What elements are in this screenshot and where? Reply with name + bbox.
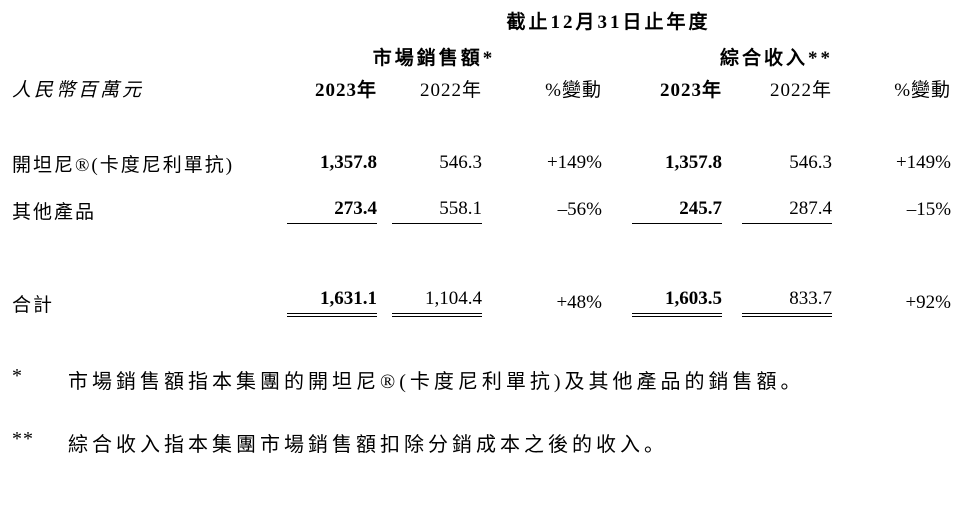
- table-row-total: 合計 1,631.1 1,104.4 +48% 1,603.5 833.7 +9…: [12, 270, 951, 321]
- footnote-text: 市場銷售額指本集團的開坦尼®(卡度尼利單抗)及其他產品的銷售額。: [68, 371, 805, 394]
- unit-label: 人民幣百萬元: [12, 79, 145, 101]
- cell-value: 1,603.5: [602, 270, 722, 321]
- cell-value: 287.4: [722, 182, 832, 230]
- col-header-market-change: %變動: [545, 79, 602, 101]
- cell-value: 273.4: [266, 182, 377, 230]
- footnote-text: 綜合收入指本集團市場銷售額扣除分銷成本之後的收入。: [68, 434, 668, 457]
- footnote-marker: *: [12, 365, 23, 388]
- footnote-comprehensive-income: ** 綜合收入指本集團市場銷售額扣除分銷成本之後的收入。: [12, 428, 951, 457]
- row-label: 其他產品: [12, 202, 97, 224]
- column-group-market-sales: 市場銷售額*: [372, 47, 496, 69]
- cell-value: 1,104.4: [377, 270, 482, 321]
- cell-value: +92%: [905, 292, 952, 314]
- spacer-row: [12, 110, 951, 136]
- footnotes-section: * 市場銷售額指本集團的開坦尼®(卡度尼利單抗)及其他產品的銷售額。 ** 綜合…: [12, 365, 951, 457]
- cell-value: 1,357.8: [320, 151, 377, 173]
- col-header-income-change: %變動: [894, 79, 952, 101]
- column-group-comprehensive-income: 綜合收入**: [720, 47, 834, 69]
- cell-value: +48%: [556, 292, 602, 314]
- spacer-row: [12, 230, 951, 270]
- cell-value: +149%: [546, 151, 602, 173]
- sales-revenue-table: 截止12月31日止年度 市場銷售額* 綜合收入** 人民幣百萬元 2023年 2…: [12, 12, 951, 321]
- col-header-market-2023: 2023年: [314, 79, 377, 101]
- col-header-income-2023: 2023年: [659, 79, 722, 101]
- row-label: 開坦尼®(卡度尼利單抗): [12, 154, 235, 176]
- cell-value: 558.1: [377, 182, 482, 230]
- cell-value: +149%: [895, 151, 952, 173]
- column-group-row: 市場銷售額* 綜合收入**: [12, 48, 951, 80]
- column-header-row: 人民幣百萬元 2023年 2022年 %變動 2023年 2022年 %變動: [12, 80, 951, 110]
- cell-value: –56%: [557, 199, 602, 221]
- table-row-cadonilimab: 開坦尼®(卡度尼利單抗) 1,357.8 546.3 +149% 1,357.8…: [12, 136, 951, 183]
- cell-value: 546.3: [439, 151, 482, 173]
- table-row-other-products: 其他產品 273.4 558.1 –56% 245.7 287.4 –15%: [12, 182, 951, 230]
- cell-value: 546.3: [789, 151, 832, 173]
- cell-value: 245.7: [602, 182, 722, 230]
- col-header-income-2022: 2022年: [769, 79, 832, 101]
- col-header-market-2022: 2022年: [419, 79, 482, 101]
- footnote-marker: **: [12, 428, 34, 451]
- cell-value: –15%: [906, 199, 952, 221]
- cell-value: 833.7: [722, 270, 832, 321]
- footnote-market-sales: * 市場銷售額指本集團的開坦尼®(卡度尼利單抗)及其他產品的銷售額。: [12, 365, 951, 394]
- row-label: 合計: [12, 295, 55, 317]
- cell-value: 1,631.1: [266, 270, 377, 321]
- cell-value: 1,357.8: [665, 151, 722, 173]
- table-title: 截止12月31日止年度: [506, 12, 711, 33]
- table-title-row: 截止12月31日止年度: [12, 12, 951, 48]
